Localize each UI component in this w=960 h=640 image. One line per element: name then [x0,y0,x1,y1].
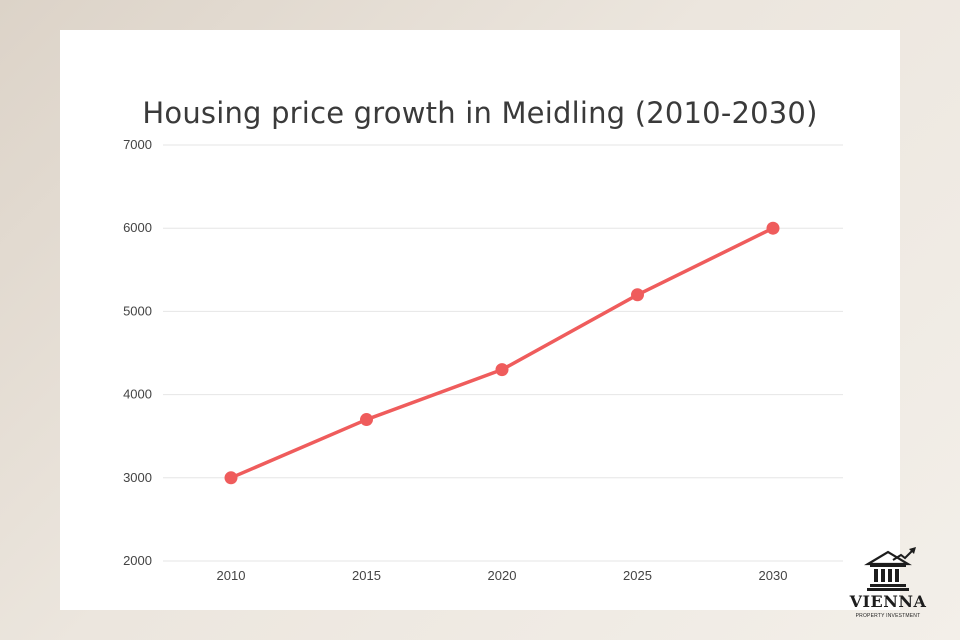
axis-layer: 2000 3000 4000 5000 6000 7000 2010 2015 2020 2025… [123,137,787,583]
chart-card: Housing price growth in Meidling (2010-2… [60,30,900,610]
logo-tagline: PROPERTY INVESTMENT [855,613,921,619]
x-tick-label: 2025 [623,568,652,583]
line-chart: 2000 3000 4000 5000 6000 7000 2010 2015 2020 2025… [123,137,843,583]
building-growth-icon [864,547,916,591]
y-tick-label: 2000 [123,553,152,568]
chart-title: Housing price growth in Meidling (2010-2… [142,96,818,130]
vienna-logo: VIENNA PROPERTY INVESTMENT [843,546,933,626]
data-point-2015 [360,413,373,427]
grid-layer [163,144,843,562]
y-tick-label: 4000 [123,387,152,402]
x-tick-label: 2010 [217,568,246,583]
y-tick-label: 6000 [123,220,152,235]
series-line [230,226,774,480]
y-tick-label: 3000 [123,470,152,485]
logo-wordmark: VIENNA [849,592,927,611]
x-tick-label: 2030 [759,568,788,583]
data-point-2025 [631,288,644,302]
data-point-2030 [766,221,780,235]
data-point-2010 [224,471,238,485]
y-tick-label: 5000 [123,303,152,318]
x-tick-label: 2015 [352,568,381,583]
y-tick-label: 7000 [123,137,152,152]
x-tick-label: 2020 [488,568,517,583]
data-point-2020 [495,363,509,377]
series-layer [224,221,780,485]
